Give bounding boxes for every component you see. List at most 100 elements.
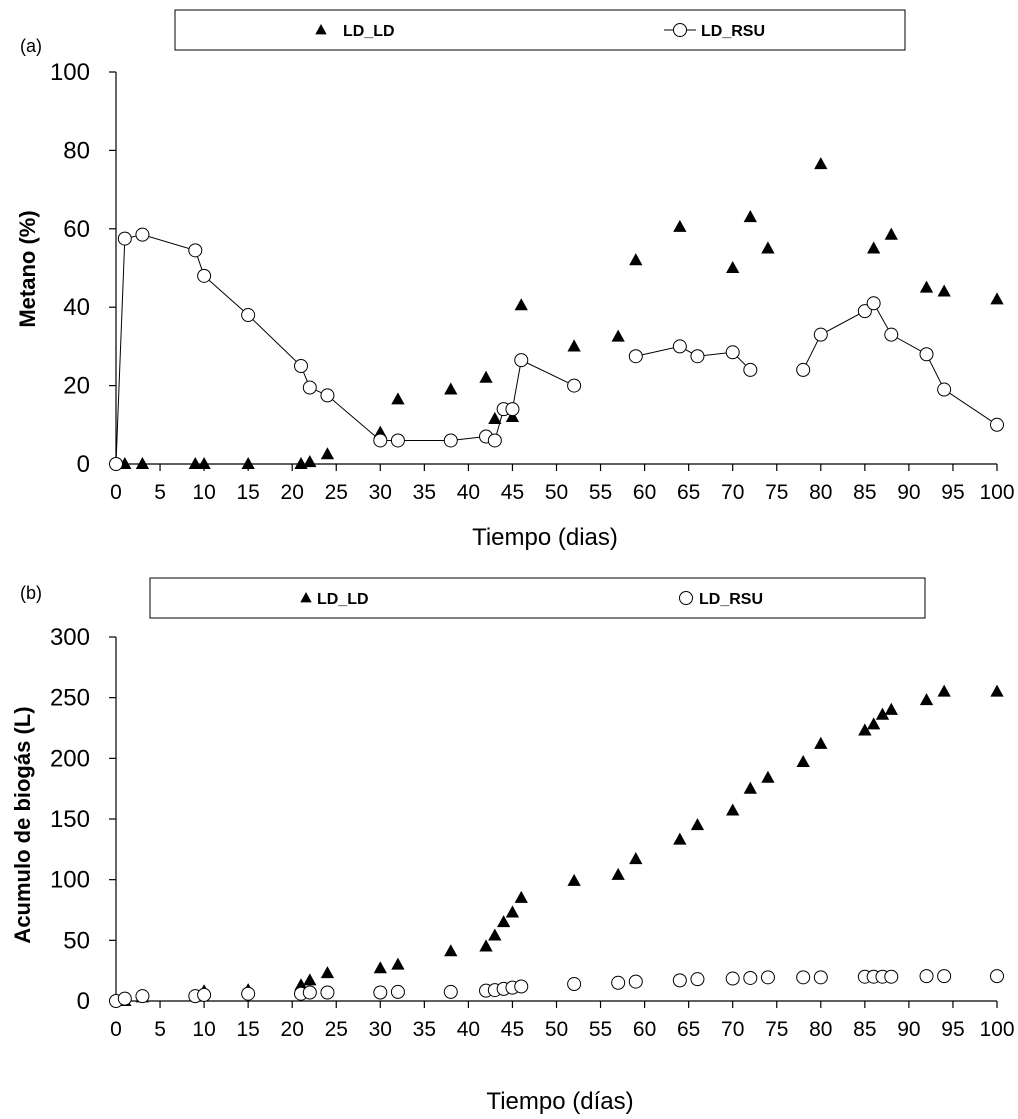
y-tick-label: 100 [50, 867, 90, 894]
x-tick-label: 65 [677, 481, 700, 504]
x-tick-label: 65 [677, 1018, 700, 1041]
data-point-ld-ld [567, 873, 581, 886]
x-axis-title-a: Tiempo (dias) [472, 524, 618, 551]
x-tick-label: 40 [457, 481, 480, 504]
x-tick-label: 0 [110, 1018, 122, 1041]
data-point-ld-ld [514, 890, 528, 903]
data-point-ld-rsu [390, 433, 405, 448]
data-point-ld-ld [241, 457, 255, 470]
y-tick-label: 20 [63, 373, 90, 400]
x-tick-label: 0 [110, 481, 122, 504]
data-point-ld-ld [611, 329, 625, 342]
data-point-ld-rsu [628, 974, 643, 989]
legend-b: LD_LD LD_RSU [300, 591, 763, 608]
x-tick-label: 70 [721, 1018, 744, 1041]
data-point-ld-rsu [443, 433, 458, 448]
x-tick-label: 35 [413, 481, 436, 504]
y-tick-label: 0 [77, 988, 90, 1015]
x-tick-label: 30 [369, 481, 392, 504]
data-point-ld-ld [294, 978, 308, 991]
data-point-ld-ld [937, 284, 951, 297]
data-point-ld-ld [303, 973, 317, 986]
legend-box-b [149, 577, 926, 619]
data-point-ld-ld [629, 852, 643, 865]
legend-label-ld-rsu: LD_RSU [699, 591, 763, 608]
x-tick-label: 85 [853, 481, 876, 504]
x-tick-label: 5 [154, 481, 166, 504]
x-tick-label: 100 [979, 481, 1014, 504]
y-tick-label: 300 [50, 624, 90, 651]
x-tick-label: 35 [413, 1018, 436, 1041]
y-tick-label: 60 [63, 216, 90, 243]
data-point-ld-rsu [109, 457, 123, 471]
y-tick-label: 80 [63, 137, 90, 164]
x-tick-label: 75 [765, 481, 788, 504]
data-point-ld-rsu [567, 977, 582, 992]
data-point-ld-rsu [796, 970, 811, 985]
data-point-ld-rsu [813, 970, 828, 985]
data-point-ld-ld [990, 292, 1004, 305]
data-point-ld-ld [884, 227, 898, 240]
data-point-ld-ld [867, 717, 881, 730]
data-point-ld-rsu [725, 971, 740, 986]
data-point-ld-rsu [919, 347, 934, 362]
data-point-ld-ld [726, 261, 740, 274]
x-tick-label: 85 [853, 1018, 876, 1041]
x-tick-label: 80 [809, 481, 832, 504]
x-tick-label: 25 [325, 481, 348, 504]
data-point-ld-rsu [514, 353, 529, 368]
data-point-ld-ld [488, 411, 502, 424]
data-point-ld-rsu [990, 417, 1004, 432]
x-tick-label: 20 [281, 1018, 304, 1041]
legend-marker-ld-ld [300, 592, 312, 603]
data-point-ld-ld [444, 944, 458, 957]
x-tick-label: 10 [192, 1018, 215, 1041]
y-tick-label: 250 [50, 685, 90, 712]
legend-marker-ld-rsu [679, 591, 693, 605]
x-tick-label: 15 [236, 1018, 259, 1041]
data-point-ld-ld [814, 157, 828, 170]
x-tick-label: 95 [941, 481, 964, 504]
data-point-ld-ld [505, 905, 520, 918]
data-point-ld-rsu [373, 433, 388, 448]
data-point-ld-rsu [990, 969, 1004, 984]
data-point-ld-rsu [197, 987, 212, 1002]
data-point-ld-ld [796, 754, 810, 768]
y-tick-label: 0 [77, 451, 90, 478]
x-tick-label: 45 [501, 1018, 524, 1041]
data-point-ld-ld [611, 867, 625, 880]
data-point-ld-rsu [487, 433, 502, 448]
legend-label-ld-rsu: LD_RSU [701, 23, 765, 40]
data-point-ld-rsu [117, 231, 132, 246]
data-point-ld-ld [303, 455, 317, 468]
data-point-ld-ld [479, 939, 493, 952]
x-tick-label: 60 [633, 1018, 656, 1041]
data-point-ld-ld [884, 702, 898, 715]
data-point-ld-rsu [743, 362, 758, 377]
data-point-ld-ld [919, 280, 934, 293]
data-point-ld-rsu [690, 972, 705, 987]
plot-a: 0 20 40 60 80 100 0 5 10 15 20 25 30 35 40 45 50 55 60 65 70… [50, 59, 1015, 504]
data-point-ld-rsu [813, 327, 828, 342]
x-tick-label: 95 [941, 1018, 964, 1041]
data-point-ld-rsu [320, 388, 335, 403]
y-tick-label: 200 [50, 745, 90, 772]
panel-label-a: (a) [20, 36, 42, 56]
data-point-ld-ld [875, 707, 890, 720]
data-point-ld-rsu [320, 985, 335, 1000]
panel-b: LD_LD LD_RSU (b) 0 50 100 150 200 250 300 0 5 10 15… [10, 577, 1015, 1115]
x-tick-label: 20 [281, 481, 304, 504]
data-point-ld-ld [919, 693, 934, 706]
data-point-ld-ld [761, 770, 775, 783]
x-tick-label: 60 [633, 481, 656, 504]
x-tick-label: 90 [897, 1018, 920, 1041]
x-tick-label: 25 [325, 1018, 348, 1041]
data-point-ld-ld [373, 961, 387, 974]
data-point-ld-rsu [241, 308, 256, 323]
data-point-ld-rsu [796, 362, 811, 377]
data-point-ld-rsu [302, 380, 317, 395]
legend-box-a [174, 9, 906, 51]
data-point-ld-rsu [743, 970, 758, 985]
data-point-ld-ld [743, 781, 757, 794]
x-tick-label: 40 [457, 1018, 480, 1041]
